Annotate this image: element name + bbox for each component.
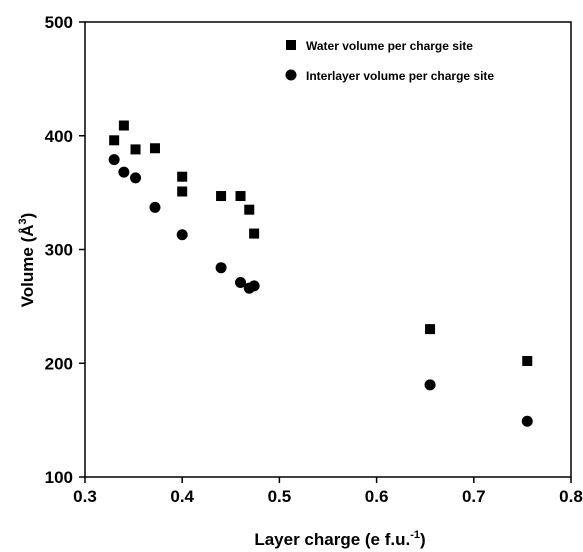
y-tick-label: 500 bbox=[45, 13, 73, 32]
data-markers bbox=[108, 120, 533, 427]
water-volume-point bbox=[130, 144, 141, 155]
x-tick-label: 0.4 bbox=[170, 487, 194, 506]
plot-border bbox=[84, 21, 572, 478]
interlayer-volume-point bbox=[521, 415, 533, 427]
x-tick-label: 0.6 bbox=[365, 487, 389, 506]
x-tick-label: 0.3 bbox=[73, 487, 97, 506]
y-tick-label: 200 bbox=[45, 354, 73, 373]
y-axis-label-main: Volume (Å bbox=[18, 224, 37, 307]
legend-marker-interlayer-volume bbox=[285, 69, 297, 81]
water-volume-point bbox=[425, 324, 436, 335]
interlayer-volume-point bbox=[176, 229, 188, 241]
plot-frame bbox=[84, 21, 572, 478]
x-axis-label-main: Layer charge (e f.u. bbox=[254, 530, 410, 549]
x-axis-ticks: 0.3 0.4 0.5 0.6 0.7 0.8 bbox=[73, 477, 583, 506]
interlayer-volume-point bbox=[149, 201, 161, 213]
interlayer-volume-point bbox=[215, 262, 227, 274]
water-volume-point bbox=[118, 120, 129, 131]
water-volume-point bbox=[177, 171, 188, 182]
x-axis-label: Layer charge (e f.u.-1) bbox=[254, 529, 425, 549]
y-tick-label: 300 bbox=[45, 241, 73, 260]
y-tick-label: 100 bbox=[45, 468, 73, 487]
y-axis-label: Volume (Å3) bbox=[17, 213, 37, 308]
legend-label-water-volume: Water volume per charge site bbox=[306, 39, 473, 53]
interlayer-volume-point bbox=[235, 276, 247, 288]
interlayer-volume-point bbox=[130, 172, 142, 184]
legend-marker-water-volume bbox=[286, 40, 296, 50]
interlayer-volume-point bbox=[118, 166, 130, 178]
water-volume-point bbox=[109, 135, 120, 146]
interlayer-volume-point bbox=[424, 379, 436, 391]
y-tick-label: 400 bbox=[45, 127, 73, 146]
x-tick-label: 0.8 bbox=[559, 487, 583, 506]
water-volume-point bbox=[244, 204, 255, 215]
x-tick-label: 0.5 bbox=[268, 487, 292, 506]
interlayer-volume-point bbox=[248, 280, 260, 292]
interlayer-volume-point bbox=[108, 154, 120, 166]
x-axis-label-close: ) bbox=[420, 530, 426, 549]
y-axis-label-close: ) bbox=[18, 213, 37, 219]
x-tick-label: 0.7 bbox=[462, 487, 486, 506]
x-axis-label-superscript: -1 bbox=[410, 529, 420, 541]
y-axis-ticks: 100 200 300 400 500 bbox=[45, 13, 85, 487]
water-volume-point bbox=[149, 143, 160, 154]
water-volume-point bbox=[522, 355, 533, 366]
water-volume-point bbox=[177, 186, 188, 197]
water-volume-point bbox=[249, 228, 260, 239]
water-volume-point bbox=[216, 191, 227, 202]
water-volume-point bbox=[235, 191, 246, 202]
legend: Water volume per charge site Interlayer … bbox=[285, 39, 494, 83]
y-axis-label-superscript: 3 bbox=[17, 218, 29, 224]
legend-label-interlayer-volume: Interlayer volume per charge site bbox=[306, 69, 494, 83]
